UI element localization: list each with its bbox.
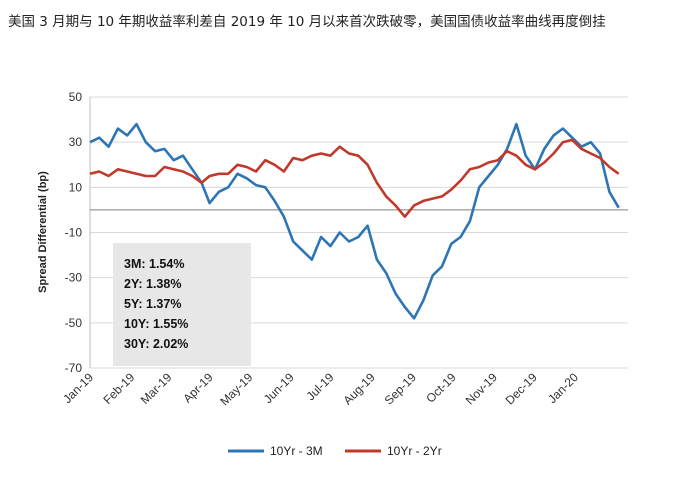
y-tick-label: -70 (65, 361, 83, 375)
legend: 10Yr - 3M 10Yr - 2Yr (228, 444, 442, 458)
y-axis-label: Spread Differential (bp) (37, 171, 49, 293)
x-tick-label: Jan-20 (545, 370, 581, 406)
y-axis-ticks: 50 30 10 -10 -30 -50 -70 (65, 90, 83, 375)
annotation-box-bg (113, 243, 251, 366)
x-tick-label: Feb-19 (101, 370, 138, 407)
x-tick-label: Jul-19 (304, 370, 337, 403)
x-tick-label: Oct-19 (423, 370, 459, 406)
y-tick-label: -10 (65, 226, 83, 240)
yield-annotation-box: 3M: 1.54% 2Y: 1.38% 5Y: 1.37% 10Y: 1.55% 30Y… (113, 243, 251, 366)
y-tick-label: 50 (69, 90, 83, 104)
x-axis-ticks: Jan-19 Feb-19 Mar-19 Apr-19 May-19 Jun-19 Jul-… (60, 370, 581, 408)
series-line-10yr-3m (89, 122, 620, 320)
yield-label: 2Y: 1.38% (124, 277, 181, 291)
y-tick-label: 30 (69, 135, 83, 149)
yield-label: 30Y: 2.02% (124, 337, 188, 351)
x-tick-label: Sep-19 (382, 370, 419, 407)
yield-label: 5Y: 1.37% (124, 297, 181, 311)
gridlines (89, 96, 628, 369)
yield-label: 3M: 1.54% (124, 257, 184, 271)
x-tick-label: May-19 (217, 370, 255, 408)
y-tick-label: 10 (69, 180, 83, 194)
legend-label: 10Yr - 2Yr (387, 444, 442, 458)
series-line-10yr-2yr (89, 138, 620, 218)
x-tick-label: Nov-19 (463, 370, 500, 407)
chart-caption: 美国 3 月期与 10 年期收益率利差自 2019 年 10 月以来首次跌破零，… (8, 14, 606, 30)
y-tick-label: -50 (65, 316, 83, 330)
legend-label: 10Yr - 3M (270, 444, 323, 458)
x-tick-label: Apr-19 (180, 370, 216, 406)
x-tick-label: Jan-19 (60, 370, 96, 406)
x-tick-label: Aug-19 (340, 370, 377, 407)
x-tick-label: Dec-19 (503, 370, 540, 407)
series-lines (89, 122, 620, 320)
y-tick-label: -30 (65, 271, 83, 285)
x-tick-label: Jun-19 (261, 370, 297, 406)
yield-label: 10Y: 1.55% (124, 317, 188, 331)
x-tick-label: Mar-19 (138, 370, 175, 407)
